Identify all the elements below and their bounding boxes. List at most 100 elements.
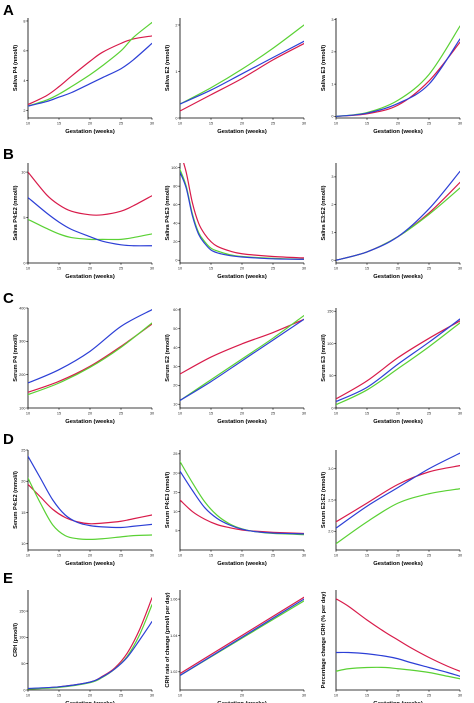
- chart-panel: 10 15 20 25 30 0 1 2 Gestation (weeks) Saliva E2 …: [165, 18, 306, 135]
- x-axis-label: Gestation (weeks): [217, 129, 267, 135]
- axis-lines: [335, 163, 460, 264]
- x-tick-label: 20: [396, 554, 400, 558]
- x-tick-label: 25: [271, 412, 275, 416]
- series-line-green: [28, 604, 152, 690]
- series-line-blue: [336, 170, 460, 261]
- x-axis-label: Gestation (weeks): [373, 561, 423, 567]
- x-tick-label: 30: [458, 554, 462, 558]
- series-line-blue: [180, 470, 304, 535]
- y-tick-label: 40: [173, 221, 177, 225]
- y-tick-label: 3.0: [328, 467, 333, 471]
- series-line-green: [336, 488, 460, 545]
- y-tick-label: 60: [173, 308, 177, 312]
- x-tick-label: 15: [57, 122, 61, 126]
- y-tick-label: 2: [331, 50, 333, 54]
- y-tick-label: 0: [175, 116, 177, 120]
- series-line-red: [28, 597, 152, 690]
- x-tick-label: 25: [271, 267, 275, 271]
- x-tick-label: 30: [458, 412, 462, 416]
- series-group: [336, 25, 460, 117]
- y-tick-label: 10: [21, 542, 25, 546]
- chart-panel: 10 15 20 25 30 0 1 2 3 Gestation (weeks) Saliva E3…: [321, 18, 462, 135]
- y-tick-label: 60: [173, 203, 177, 207]
- y-tick-label: 4: [23, 79, 25, 83]
- section-label-c: C: [3, 290, 14, 307]
- x-tick-label: 15: [209, 267, 213, 271]
- y-tick-label: 100: [327, 342, 333, 346]
- y-tick-label: 150: [327, 310, 333, 314]
- y-tick-label: 0: [331, 406, 333, 410]
- x-axis-label: Gestation (weeks): [65, 274, 115, 280]
- x-tick-label: 20: [396, 412, 400, 416]
- x-tick-label: 25: [427, 122, 431, 126]
- y-axis-label: CRH rate of change (pmol/l per day): [165, 592, 171, 687]
- x-tick-label: 20: [240, 412, 244, 416]
- y-tick-label: 3: [331, 18, 333, 22]
- series-group: [336, 170, 460, 261]
- series-group: [180, 460, 304, 536]
- series-line-blue: [336, 38, 460, 117]
- x-tick-label: 10: [26, 122, 30, 126]
- chart-panel: 10 15 20 25 30 10 20 30 40 50 60 Gestation (weeks) S…: [165, 308, 306, 425]
- y-tick-label: 3: [331, 175, 333, 179]
- chart-panel: 10 15 20 25 30 2 4 6 8 Gestation (weeks) Saliva P4…: [13, 18, 154, 135]
- x-tick-label: 20: [88, 122, 92, 126]
- section-label-d: D: [3, 431, 14, 448]
- series-line-green: [336, 322, 460, 406]
- series-line-red: [180, 596, 304, 675]
- x-tick-label: 20: [396, 122, 400, 126]
- y-tick-label: 20: [21, 480, 25, 484]
- y-tick-label: 2: [23, 109, 25, 113]
- y-tick-label: 20: [173, 384, 177, 388]
- series-line-blue: [28, 620, 152, 690]
- y-axis-label: Saliva P4 (nmol/l): [13, 45, 19, 91]
- x-axis-label: Gestation (weeks): [65, 129, 115, 135]
- y-tick-label: 5: [23, 216, 25, 220]
- series-line-green: [336, 187, 460, 261]
- y-tick-label: 50: [21, 662, 25, 666]
- series-line-blue: [336, 318, 460, 403]
- x-tick-label: 10: [334, 694, 338, 698]
- x-tick-label: 25: [271, 122, 275, 126]
- y-tick-label: 1: [331, 231, 333, 235]
- x-tick-label: 15: [209, 412, 213, 416]
- x-tick-label: 10: [334, 412, 338, 416]
- chart-panel: 10 15 20 25 30 0 50 100 150 Gestation (weeks) Seru…: [321, 308, 462, 425]
- axis-lines: [179, 18, 304, 119]
- x-tick-label: 30: [150, 412, 154, 416]
- series-line-blue: [28, 455, 152, 529]
- y-tick-label: 100: [19, 636, 25, 640]
- x-tick-label: 15: [365, 554, 369, 558]
- x-tick-label: 10: [26, 554, 30, 558]
- x-tick-label: 20: [396, 694, 400, 698]
- chart-panel: 10 15 20 25 30 0 20 40 60 80 100 Gestation (weeks) S…: [165, 163, 306, 280]
- series-line-green: [180, 460, 304, 536]
- y-tick-label: 40: [173, 346, 177, 350]
- y-axis-label: Saliva P4:E2 (nmol/l): [13, 185, 19, 240]
- series-line-red: [336, 598, 460, 672]
- x-tick-label: 25: [427, 694, 431, 698]
- x-axis-label: Gestation (weeks): [373, 129, 423, 135]
- y-tick-label: 100: [19, 406, 25, 410]
- x-tick-label: 20: [240, 267, 244, 271]
- series-line-green: [28, 477, 152, 540]
- x-tick-label: 30: [302, 267, 306, 271]
- series-group: [180, 163, 304, 260]
- x-tick-label: 15: [209, 554, 213, 558]
- x-tick-label: 25: [427, 267, 431, 271]
- series-line-red: [180, 318, 304, 375]
- axis-lines: [27, 18, 152, 119]
- series-line-red: [180, 499, 304, 535]
- y-tick-label: 0: [23, 688, 25, 692]
- series-group: [28, 171, 152, 247]
- y-tick-label: 25: [173, 452, 177, 456]
- y-tick-label: 25: [21, 448, 25, 452]
- y-tick-label: 400: [19, 306, 25, 310]
- y-tick-label: 150: [19, 609, 25, 613]
- y-tick-label: 30: [173, 365, 177, 369]
- series-line-green: [28, 21, 152, 107]
- series-group: [336, 452, 460, 545]
- x-tick-label: 15: [365, 122, 369, 126]
- y-tick-label: 2.5: [328, 498, 333, 502]
- series-line-green: [180, 168, 304, 260]
